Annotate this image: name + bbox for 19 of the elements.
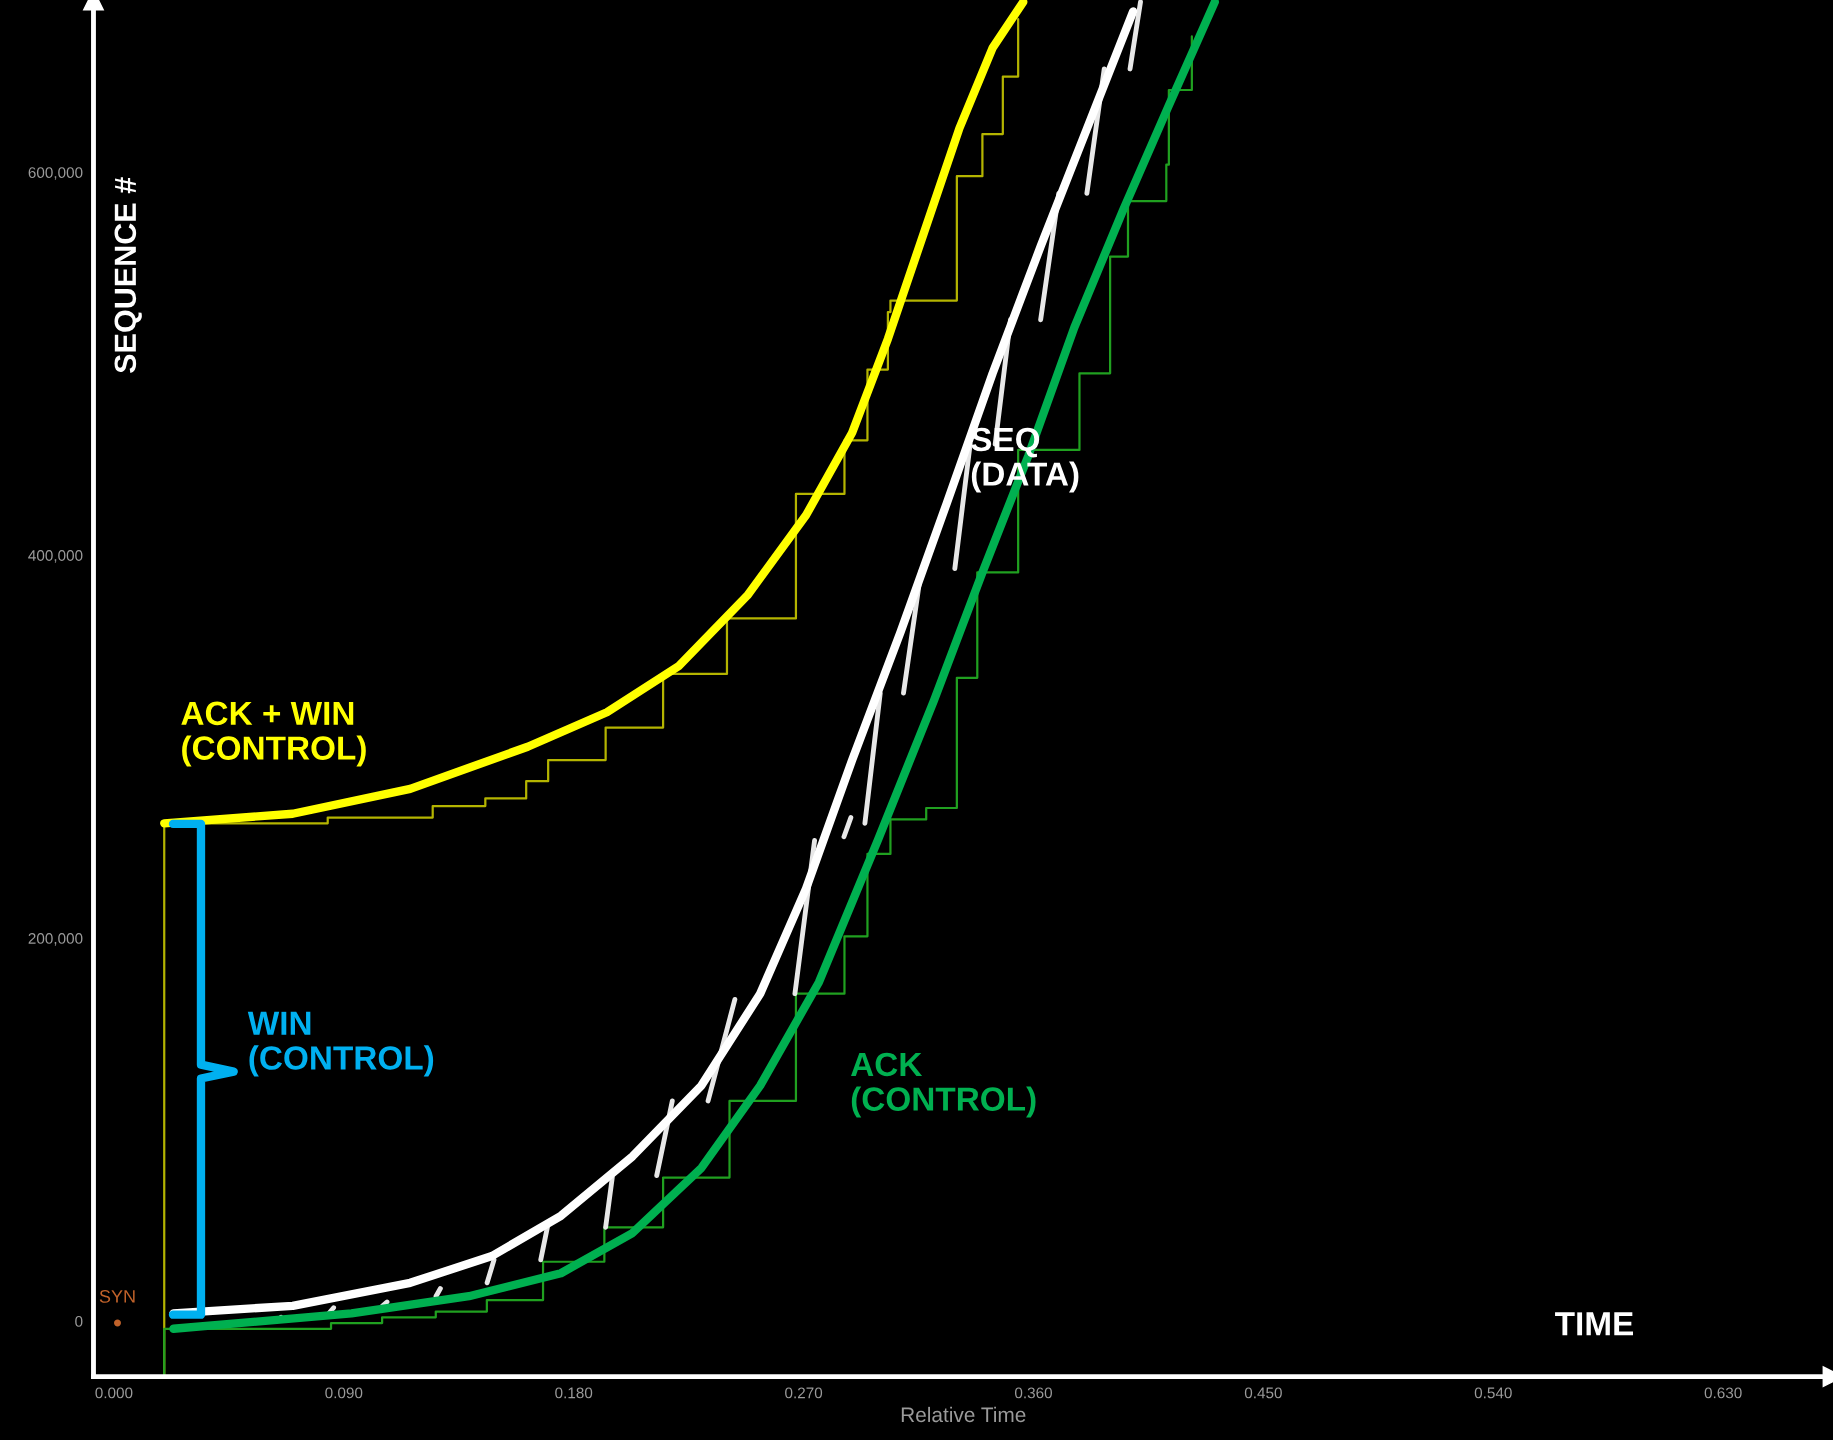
annotation: TIME <box>1555 1312 1633 1336</box>
y-tick-label: 400,000 <box>28 550 83 563</box>
x-tick-label: 0.540 <box>1474 1387 1512 1399</box>
series-label: ACK + WIN (CONTROL) <box>181 701 366 767</box>
x-tick-label: 0.000 <box>95 1387 133 1399</box>
series-label: ACK (CONTROL) <box>851 1052 1036 1118</box>
x-tick-label: 0.360 <box>1014 1387 1053 1399</box>
annotation: WIN (CONTROL) <box>247 1011 434 1077</box>
x-tick-label: 0.630 <box>1704 1387 1742 1399</box>
y-tick-label: 200,000 <box>28 933 83 946</box>
series-label: SYN <box>99 1290 135 1303</box>
x-tick-label: 0.090 <box>325 1387 363 1399</box>
y-tick-label: 600,000 <box>28 167 83 180</box>
y-axis-title: SEQUENCE # <box>114 177 142 373</box>
x-tick-label: 0.180 <box>555 1387 593 1399</box>
x-axis-title: Relative Time <box>901 1406 1026 1423</box>
x-tick-label: 0.270 <box>785 1387 823 1399</box>
x-tick-label: 0.450 <box>1244 1387 1282 1399</box>
y-tick-label: 0 <box>75 1315 83 1327</box>
